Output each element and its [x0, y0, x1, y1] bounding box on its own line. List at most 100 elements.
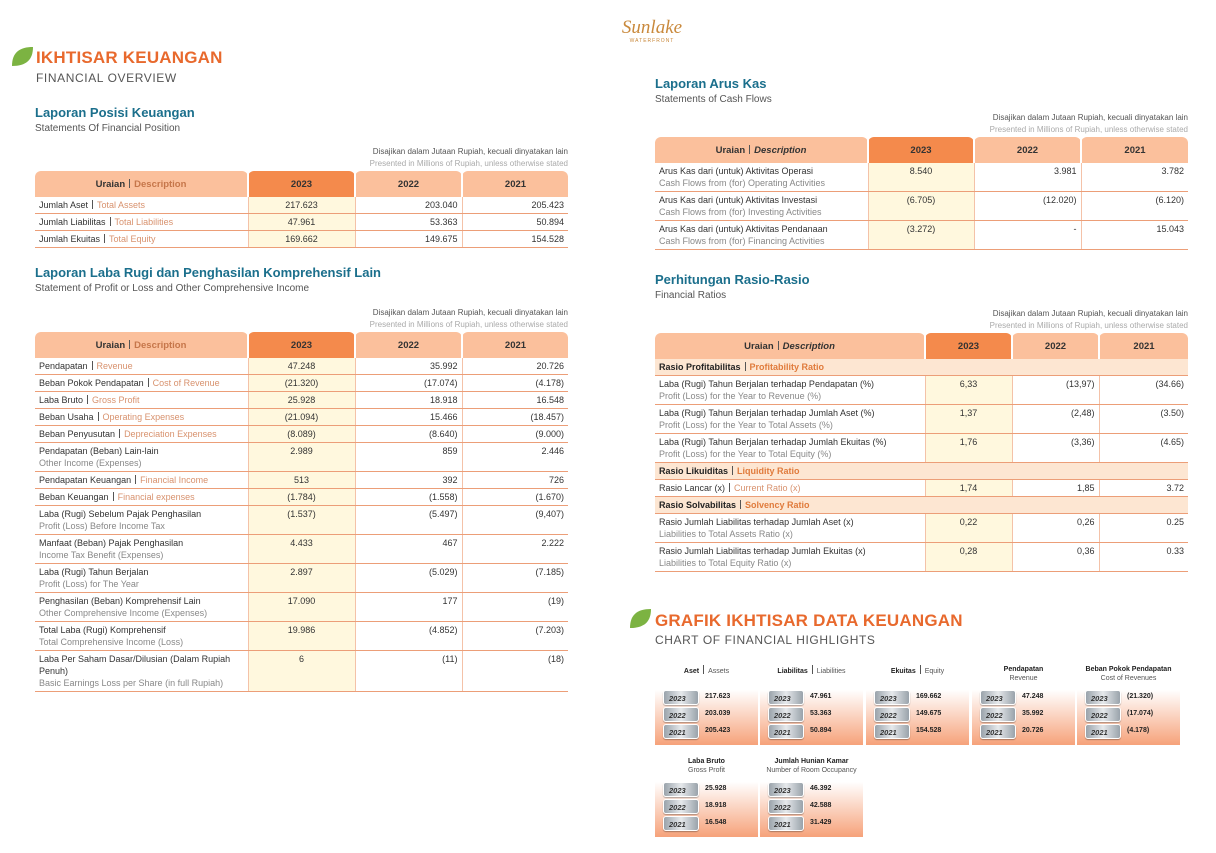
table-row: Laba Bruto Gross Profit 25.928 18.918 16.548: [35, 391, 568, 409]
card-entry: 2022 203.039: [663, 707, 753, 722]
description-cell: Rasio Jumlah Liabilitas terhadap Jumlah …: [655, 542, 925, 572]
separator: [112, 492, 114, 501]
label-en: Total Assets: [97, 200, 146, 210]
description-cell: Arus Kas dari (untuk) Aktivitas Investas…: [655, 191, 868, 221]
entry-value: 35.992: [1022, 710, 1044, 717]
description-cell: Laba Per Saham Dasar/Dilusian (Dalam Rup…: [35, 650, 248, 692]
value-cell: 2.897: [247, 563, 355, 593]
entry-year: 2023: [669, 786, 686, 795]
card-entry: 2021 (4.178): [1085, 724, 1175, 739]
highlight-card: Laba Bruto Gross Profit 2023 25.928 2022 18.9…: [655, 752, 758, 837]
header-year: 2021: [461, 171, 568, 197]
disc: 2023: [768, 782, 804, 797]
table-row: Total Laba (Rugi) Komprehensif Total Comp…: [35, 621, 568, 651]
highlight-card: Beban Pokok Pendapatan Cost of Revenues 20…: [1077, 660, 1180, 745]
value-cell: (17.074): [354, 374, 462, 392]
label: Rasio Likuiditas: [659, 466, 729, 476]
value-cell: 1,37: [924, 404, 1012, 434]
value-cell: (18): [461, 650, 568, 692]
group-row: Rasio Likuiditas Liquidity Ratio: [655, 462, 1188, 480]
value-cell: (1.784): [247, 488, 355, 506]
entry-value: 47.248: [1022, 693, 1044, 700]
logo-name: Sunlake: [621, 17, 683, 38]
value-cell: (7.185): [461, 563, 568, 593]
separator: [129, 339, 131, 349]
value-cell: (7.203): [461, 621, 568, 651]
entry-year: 2023: [1091, 694, 1108, 703]
disc: 2021: [874, 724, 910, 739]
section-subtitle: Financial Ratios: [655, 290, 727, 301]
value-cell: 4.433: [247, 534, 355, 564]
disc: 2021: [663, 816, 699, 831]
table-row: Laba (Rugi) Sebelum Pajak Penghasilan Pro…: [35, 505, 568, 535]
description-cell: Beban Pokok Pendapatan Cost of Revenue: [35, 374, 248, 392]
entry-year: 2021: [669, 728, 686, 737]
description-cell: Laba (Rugi) Tahun Berjalan terhadap Juml…: [655, 404, 925, 434]
entry-value: 20.726: [1022, 727, 1044, 734]
label-en: Liquidity Ratio: [737, 466, 800, 476]
label: Laba (Rugi) Tahun Berjalan terhadap Juml…: [659, 437, 887, 447]
value-cell: 0.33: [1098, 542, 1188, 572]
entry-year: 2021: [774, 820, 791, 829]
table: Uraian Description 2023 2022 2021 Rasio Profi…: [655, 333, 1188, 572]
disc: 2023: [663, 690, 699, 705]
group-row: Rasio Solvabilitas Solvency Ratio: [655, 496, 1188, 514]
note-en: Presented in Millions of Rupiah, unless …: [369, 320, 568, 329]
label: Arus Kas dari (untuk) Aktivitas Operasi: [659, 166, 814, 176]
label: Beban Pokok Pendapatan: [1085, 666, 1172, 673]
value-cell: 0.25: [1098, 513, 1188, 543]
sublabel: Income Tax Benefit (Expenses): [39, 550, 164, 560]
table-row: Laba Per Saham Dasar/Dilusian (Dalam Rup…: [35, 650, 568, 692]
entry-year: 2022: [774, 803, 791, 812]
card-entry: 2022 149.675: [874, 707, 964, 722]
description-cell: Laba Bruto Gross Profit: [35, 391, 248, 409]
label: Laba (Rugi) Sebelum Pajak Penghasilan: [39, 509, 202, 519]
header-label: Uraian: [95, 339, 126, 351]
value-cell: 2.446: [461, 442, 568, 472]
disc: 2021: [1085, 724, 1121, 739]
table-row: Pendapatan Keuangan Financial Income 513 39…: [35, 471, 568, 489]
value-cell: 169.662: [247, 230, 355, 248]
header-year: 2021: [1080, 137, 1188, 163]
sublabel: Profit (Loss) for the Year to Total Asse…: [659, 420, 833, 430]
disc: 2022: [980, 707, 1016, 722]
disc: 2021: [980, 724, 1016, 739]
card-title: Aset Assets: [655, 665, 758, 685]
note-en: Presented in Millions of Rupiah, unless …: [989, 125, 1188, 134]
table-row: Penghasilan (Beban) Komprehensif Lain Oth…: [35, 592, 568, 622]
section: Laporan Posisi Keuangan Statements Of Fin…: [35, 104, 568, 248]
table: Uraian Description 2023 2022 2021 Jumlah Aset…: [35, 171, 568, 248]
entry-year: 2022: [1091, 711, 1108, 720]
table-row: Rasio Jumlah Liabilitas terhadap Jumlah …: [655, 513, 1188, 543]
entry-value: 47.961: [810, 693, 832, 700]
disc: 2021: [768, 724, 804, 739]
card-entry: 2021 154.528: [874, 724, 964, 739]
sublabel: Basic Earnings Loss per Share (in full R…: [39, 678, 224, 688]
value-cell: 47.248: [247, 358, 355, 375]
value-cell: 50.894: [461, 213, 568, 231]
card-entry: 2023 46.392: [768, 782, 858, 797]
label: Rasio Jumlah Liabilitas terhadap Jumlah …: [659, 546, 866, 556]
value-cell: (18.457): [461, 408, 568, 426]
section-title: Laporan Laba Rugi dan Penghasilan Kompre…: [35, 265, 381, 280]
value-cell: 0,26: [1011, 513, 1099, 543]
table-head: Uraian Description 2023 2022 2021: [35, 332, 568, 358]
header-label: Uraian: [744, 340, 774, 352]
disc: 2022: [768, 799, 804, 814]
label: Pendapatan Keuangan: [39, 475, 132, 485]
label-en: Liabilities: [816, 668, 846, 675]
description-cell: Arus Kas dari (untuk) Aktivitas Operasi C…: [655, 163, 868, 192]
separator: [744, 362, 746, 371]
entry-year: 2021: [880, 728, 897, 737]
table: Uraian Description 2023 2022 2021 Pendapatan R…: [35, 332, 568, 692]
sublabel: Cost of Revenues: [1100, 675, 1157, 682]
value-cell: 2.989: [247, 442, 355, 472]
description-cell: Pendapatan Keuangan Financial Income: [35, 471, 248, 489]
entry-year: 2021: [1091, 728, 1108, 737]
table-row: Manfaat (Beban) Pajak Penghasilan Income …: [35, 534, 568, 564]
entry-value: (4.178): [1127, 727, 1150, 734]
table-head: Uraian Description 2023 2022 2021: [655, 333, 1188, 359]
separator: [97, 412, 99, 421]
value-cell: (11): [354, 650, 462, 692]
disc: 2021: [663, 724, 699, 739]
